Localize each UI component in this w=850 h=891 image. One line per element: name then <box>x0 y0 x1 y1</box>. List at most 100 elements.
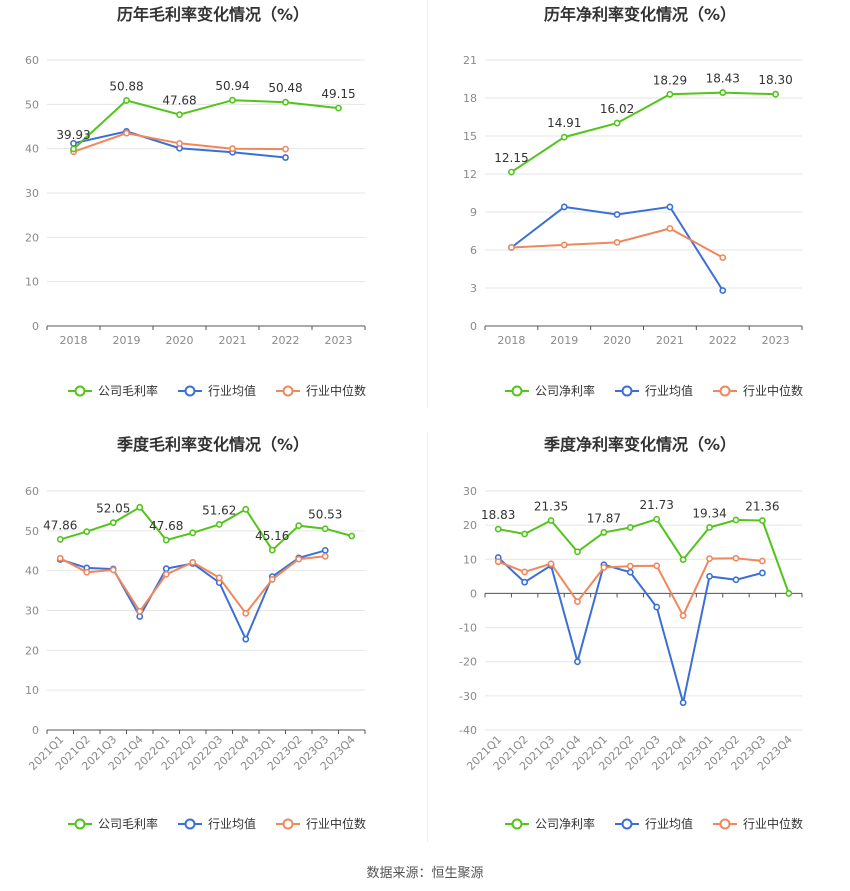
data-point-company <box>123 97 130 104</box>
y-tick-label: 10 <box>25 684 39 697</box>
data-label: 47.86 <box>43 518 77 532</box>
chart-title: 季度净利率变化情况（%） <box>543 435 736 454</box>
legend-label: 公司净利率 <box>535 816 595 831</box>
quarterly-net-margin-chart: 季度净利率变化情况（%）-40-30-20-1001020302021Q1202… <box>459 435 803 831</box>
data-point-company <box>772 90 779 98</box>
data-source-note: 数据来源：恒生聚源 <box>366 866 484 881</box>
x-tick-label: 2019 <box>550 334 578 347</box>
x-tick-label: 2019 <box>113 334 141 347</box>
y-tick-label: 40 <box>25 565 39 578</box>
legend-marker-industry_median <box>282 818 294 830</box>
annual-net-margin-chart: 历年净利率变化情况（%） 0 3 6 9 12 15 18 21 2018 2019 2020 2021… <box>463 5 803 398</box>
x-tick-label: 2023 <box>762 334 790 347</box>
legend-marker-industry_avg <box>184 818 196 830</box>
data-label: 52.05 <box>96 502 130 516</box>
data-point-company <box>162 536 170 544</box>
y-tick-label: 20 <box>25 231 39 244</box>
y-tick-label: 10 <box>463 553 477 566</box>
y-tick-label: 30 <box>25 187 39 200</box>
data-point-company <box>70 145 77 153</box>
data-point-company <box>613 119 621 127</box>
data-point-industry_avg <box>653 603 661 611</box>
series-line-industry_avg <box>497 556 763 703</box>
data-point-company <box>189 529 197 537</box>
data-point-industry_median <box>136 607 144 615</box>
chart-title: 历年毛利率变化情况（%） <box>117 5 309 24</box>
data-label: 21.35 <box>534 500 568 514</box>
legend-marker-company <box>511 818 523 830</box>
y-tick-label: 40 <box>25 143 39 156</box>
data-label: 17.87 <box>587 511 621 525</box>
data-point-industry_median <box>321 552 329 560</box>
data-point-industry_avg <box>758 569 766 577</box>
data-point-industry_avg <box>719 287 727 294</box>
data-point-industry_median <box>295 555 303 563</box>
data-point-industry_median <box>719 254 727 261</box>
data-label: 50.88 <box>109 79 143 93</box>
data-label: 39.93 <box>56 128 90 142</box>
legend-marker-industry_avg <box>621 818 633 830</box>
y-tick-label: 30 <box>25 605 39 618</box>
data-point-industry_avg <box>706 572 713 580</box>
data-point-industry_median <box>547 560 555 568</box>
y-tick-label: 21 <box>463 54 477 67</box>
data-point-industry_avg <box>521 578 529 586</box>
data-point-industry_avg <box>321 546 329 554</box>
data-label: 47.68 <box>149 519 183 533</box>
y-tick-label: 30 <box>463 485 477 498</box>
legend-label: 公司净利率 <box>535 383 595 398</box>
y-tick-label: 6 <box>470 244 477 257</box>
data-point-company <box>653 515 661 523</box>
data-point-company <box>268 546 276 554</box>
data-label: 51.62 <box>202 503 236 517</box>
series-line-company <box>510 91 776 173</box>
data-point-industry_median <box>600 564 608 571</box>
data-label: 50.53 <box>308 508 342 522</box>
y-tick-label: 12 <box>463 168 477 181</box>
panel-divider <box>427 0 428 408</box>
data-point-company <box>547 517 555 524</box>
data-label: 21.73 <box>640 498 674 512</box>
x-tick-label: 2022 <box>272 334 300 347</box>
chart-title: 季度毛利率变化情况（%） <box>116 435 309 454</box>
data-point-industry_median <box>229 145 236 153</box>
legend-marker-company <box>74 385 86 397</box>
data-point-company <box>335 104 342 112</box>
data-point-company <box>521 530 529 538</box>
chart-title: 历年净利率变化情况（%） <box>544 5 736 24</box>
data-point-company <box>706 523 713 531</box>
data-point-company <box>282 98 289 106</box>
data-point-industry_median <box>706 555 713 563</box>
legend-label: 行业中位数 <box>743 383 803 398</box>
data-point-industry_avg <box>666 203 674 211</box>
data-point-company <box>508 168 515 176</box>
y-tick-label: 0 <box>32 320 39 333</box>
y-tick-label: -10 <box>459 622 477 635</box>
data-label: 14.91 <box>547 116 581 130</box>
series-line-industry_avg <box>510 205 724 292</box>
data-point-company <box>83 528 91 536</box>
data-label: 18.30 <box>758 73 792 87</box>
data-point-industry_median <box>494 558 502 566</box>
y-tick-label: 50 <box>25 525 39 538</box>
data-label: 50.48 <box>268 81 302 95</box>
data-label: 49.15 <box>321 87 355 101</box>
data-point-industry_median <box>521 568 529 576</box>
data-point-company <box>321 525 329 533</box>
data-point-industry_median <box>653 562 661 570</box>
data-point-company <box>758 517 766 524</box>
data-label: 21.36 <box>745 499 779 513</box>
data-point-industry_avg <box>574 658 581 666</box>
x-tick-label: 2020 <box>166 334 194 347</box>
data-point-company <box>785 590 793 597</box>
legend-marker-industry_median <box>719 818 731 830</box>
data-point-industry_avg <box>282 154 289 161</box>
y-tick-label: 3 <box>470 282 477 295</box>
data-point-industry_median <box>162 570 170 578</box>
legend-marker-industry_median <box>719 385 731 397</box>
data-label: 16.02 <box>600 102 634 116</box>
data-point-industry_median <box>189 558 197 566</box>
legend-marker-industry_median <box>282 385 294 397</box>
data-point-industry_median <box>83 568 91 576</box>
data-point-company <box>215 520 223 528</box>
